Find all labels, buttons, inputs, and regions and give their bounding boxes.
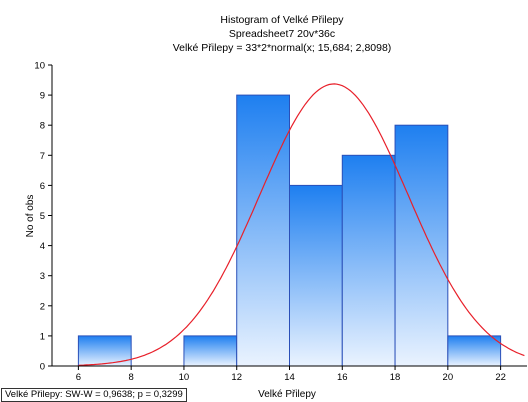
x-tick-label: 10 (179, 372, 190, 383)
histogram-bar (183, 335, 238, 367)
chart-title: Histogram of Velké Přilepy (220, 14, 344, 26)
y-tick-label: 2 (40, 301, 45, 312)
y-tick-label: 9 (40, 91, 45, 102)
histogram-bar (236, 94, 291, 367)
y-tick-label: 10 (34, 61, 45, 72)
y-tick-label: 7 (40, 151, 45, 162)
x-tick-label: 8 (129, 372, 134, 383)
x-tick-label: 16 (337, 372, 348, 383)
normality-test-box: Velké Přilepy: SW-W = 0,9638; p = 0,3299 (1, 388, 187, 402)
x-axis-label: Velké Přilepy (258, 389, 316, 400)
histogram-bar (447, 335, 502, 367)
chart-subtitle: Spreadsheet7 20v*36c (229, 28, 335, 40)
curve-layer (78, 83, 525, 366)
y-tick-label: 4 (40, 241, 45, 252)
x-tick-label: 20 (443, 372, 454, 383)
histogram-bar (289, 184, 343, 367)
y-tick-label: 6 (40, 181, 45, 192)
y-tick-label: 3 (40, 271, 45, 282)
y-tick-label: 1 (40, 331, 45, 342)
y-tick-label: 0 (40, 362, 45, 373)
x-tick-label: 6 (76, 372, 81, 383)
x-tick-label: 18 (390, 372, 401, 383)
histogram-bar (77, 335, 132, 367)
y-axis-label: No of obs (25, 195, 36, 238)
x-tick-label: 22 (495, 372, 506, 383)
bars-group (77, 94, 502, 367)
x-tick-label: 12 (231, 372, 242, 383)
fit-equation: Velké Přilepy = 33*2*normal(x; 15,684; 2… (173, 42, 392, 54)
normal-fit-curve (78, 83, 525, 366)
histogram-bar (394, 124, 449, 367)
y-tick-label: 8 (40, 121, 45, 132)
y-tick-label: 5 (40, 211, 45, 222)
histogram-bar (341, 154, 396, 367)
x-tick-label: 14 (284, 372, 295, 383)
